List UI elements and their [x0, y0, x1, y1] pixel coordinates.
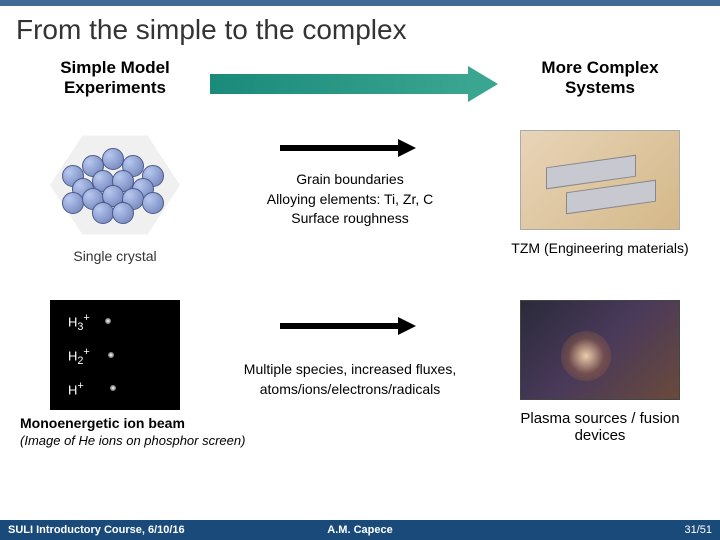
plasma-graphic: [520, 300, 680, 400]
alloying: Alloying elements: Ti, Zr, C: [215, 190, 485, 210]
beam-sub: (Image of He ions on phosphor screen): [20, 433, 245, 448]
beam-graphic: H3+ H2+ H+: [50, 300, 180, 410]
footer: SULI Introductory Course, 6/10/16 A.M. C…: [0, 520, 720, 540]
tzm-graphic: [520, 130, 680, 230]
slide-title: From the simple to the complex: [0, 6, 720, 50]
footer-left: SULI Introductory Course, 6/10/16: [8, 524, 185, 536]
mid-text-2: Multiple species, increased fluxes, atom…: [215, 360, 485, 399]
label-complex: More Complex Systems: [520, 58, 680, 99]
tzm-caption: TZM (Engineering materials): [500, 240, 700, 256]
ion-h1: H+: [68, 380, 84, 397]
row-crystal: Single crystal Grain boundaries Alloying…: [0, 130, 720, 280]
grain-boundaries: Grain boundaries: [215, 170, 485, 190]
small-arrow-2: [280, 320, 420, 332]
ion-h3: H3+: [68, 312, 90, 333]
content-area: Simple Model Experiments More Complex Sy…: [0, 50, 720, 58]
row-beam: H3+ H2+ H+ Monoenergetic ion beam (Image…: [0, 300, 720, 460]
roughness: Surface roughness: [215, 209, 485, 229]
main-arrow: [210, 70, 500, 98]
label-simple: Simple Model Experiments: [40, 58, 190, 99]
small-arrow-1: [280, 142, 420, 154]
crystal-graphic: [50, 130, 180, 240]
plasma-caption: Plasma sources / fusion devices: [510, 410, 690, 444]
mid-text-1: Grain boundaries Alloying elements: Ti, …: [215, 170, 485, 229]
beam-caption: Monoenergetic ion beam: [20, 415, 185, 431]
ion-h2: H2+: [68, 346, 90, 367]
page-number: 31/51: [684, 524, 712, 536]
crystal-caption: Single crystal: [50, 248, 180, 264]
footer-author: A.M. Capece: [327, 524, 392, 536]
